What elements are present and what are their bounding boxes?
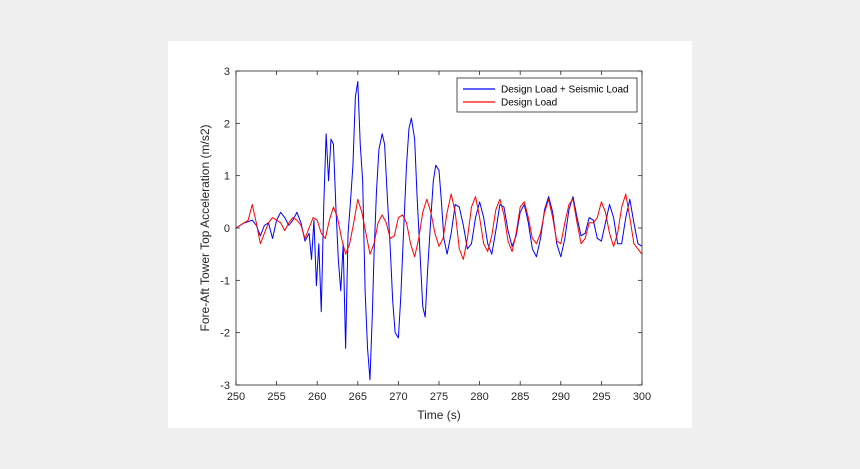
y-tick-label: -2 — [220, 328, 230, 340]
legend-box — [456, 77, 638, 113]
line-chart: 250 255 260 265 270 275 280 285 290 295 300 -3 -2 -1 0… — [198, 66, 651, 422]
y-tick-label: 2 — [224, 118, 230, 130]
x-tick-label: 285 — [511, 391, 529, 403]
y-axis-label: Fore-Aft Tower Top Acceleration (m/s2) — [198, 125, 212, 332]
series-line-design — [235, 193, 643, 260]
x-tick-label: 255 — [267, 391, 285, 403]
x-axis-label: Time (s) — [417, 408, 461, 422]
legend-label-design: Design Load — [501, 98, 557, 109]
figure-panel: 250 255 260 265 270 275 280 285 290 295 300 -3 -2 -1 0… — [168, 41, 692, 428]
series-layer — [235, 80, 643, 381]
y-tick-label: 3 — [224, 66, 230, 78]
x-tick-label: 275 — [430, 391, 448, 403]
x-tick-label: 260 — [308, 391, 326, 403]
legend: Design Load + Seismic Load Design Load — [456, 77, 638, 113]
x-tick-label: 280 — [470, 391, 488, 403]
y-tick-label: -1 — [220, 275, 230, 287]
x-tick-label: 250 — [227, 391, 245, 403]
ticks-layer: 250 255 260 265 270 275 280 285 290 295 300 -3 -2 -1 0… — [220, 66, 651, 403]
y-tick-label: -3 — [220, 380, 230, 392]
legend-label-seismic: Design Load + Seismic Load — [501, 85, 629, 96]
plot-area — [236, 71, 642, 385]
series-line-seismic — [235, 80, 643, 381]
x-tick-label: 265 — [349, 391, 367, 403]
plot-background — [236, 71, 642, 385]
y-tick-label: 0 — [224, 223, 230, 235]
x-tick-label: 270 — [389, 391, 407, 403]
x-tick-label: 300 — [633, 391, 651, 403]
x-tick-label: 295 — [592, 391, 610, 403]
y-tick-label: 1 — [224, 171, 230, 183]
x-tick-label: 290 — [552, 391, 570, 403]
